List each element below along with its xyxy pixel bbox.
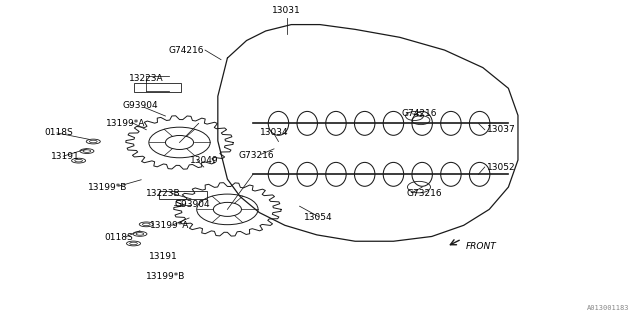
Text: 13191: 13191 xyxy=(149,252,178,261)
Text: 0118S: 0118S xyxy=(104,233,133,242)
Text: 13052: 13052 xyxy=(487,163,516,172)
Text: 13031: 13031 xyxy=(273,6,301,15)
Text: 13054: 13054 xyxy=(305,213,333,222)
Text: 13223A: 13223A xyxy=(129,74,164,83)
Text: A013001183: A013001183 xyxy=(588,305,630,311)
Text: 0118S: 0118S xyxy=(44,128,73,137)
Text: 13223B: 13223B xyxy=(146,189,181,198)
Text: G73216: G73216 xyxy=(238,151,274,160)
Text: G74216: G74216 xyxy=(168,45,204,55)
Text: 13037: 13037 xyxy=(487,125,516,134)
Text: 13199*B: 13199*B xyxy=(88,183,127,192)
Text: 13191: 13191 xyxy=(51,152,79,161)
Text: G93904: G93904 xyxy=(175,200,210,209)
Text: 13049: 13049 xyxy=(189,156,218,165)
Text: 13199*A: 13199*A xyxy=(106,119,145,128)
Text: 13199*A: 13199*A xyxy=(150,221,189,230)
Text: FRONT: FRONT xyxy=(466,242,497,251)
Text: G73216: G73216 xyxy=(406,189,442,198)
Text: 13034: 13034 xyxy=(260,128,289,137)
Text: 13199*B: 13199*B xyxy=(146,272,185,281)
Text: G93904: G93904 xyxy=(122,101,157,110)
Text: G74216: G74216 xyxy=(402,109,437,118)
